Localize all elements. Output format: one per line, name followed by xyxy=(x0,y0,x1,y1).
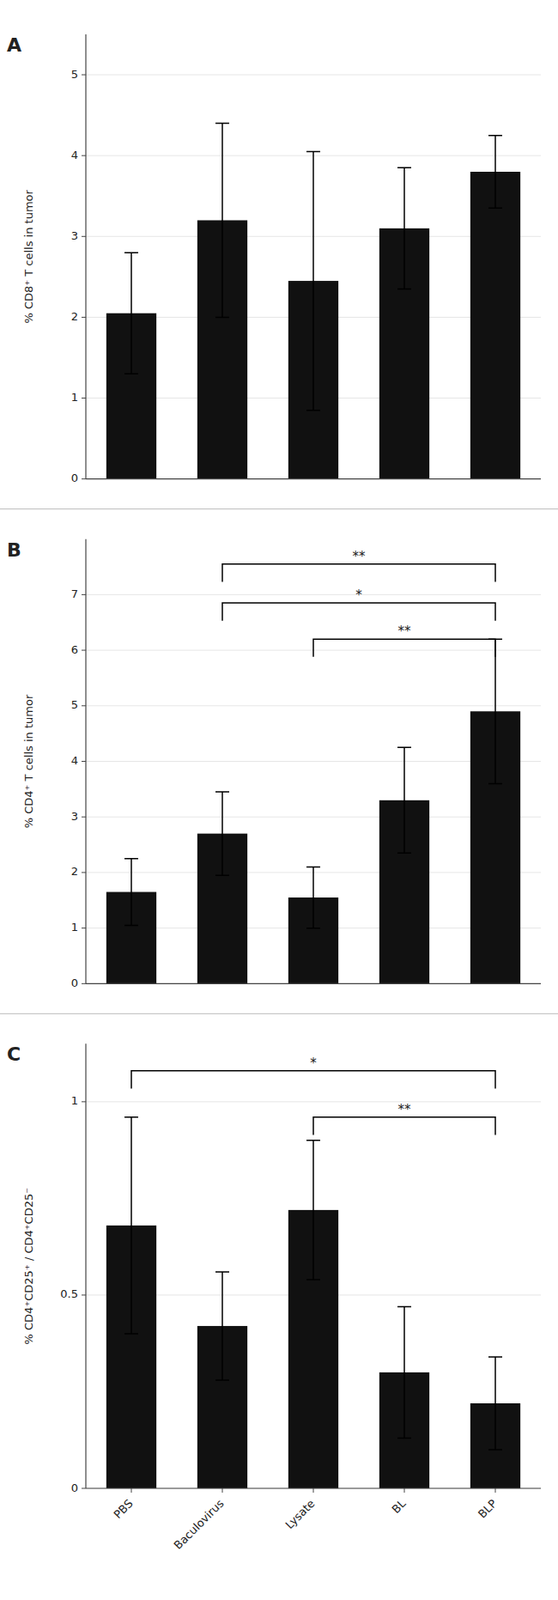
y-tick-label: 3 xyxy=(71,809,79,823)
grid-line xyxy=(85,982,541,984)
y-tick-label: 4 xyxy=(71,148,79,162)
y-tick-label: 2 xyxy=(71,864,79,878)
y-tick-label: 2 xyxy=(71,309,79,323)
error-bar xyxy=(306,151,321,410)
y-axis-label: % CD4⁺CD25⁺ / CD4⁺CD25⁻ xyxy=(22,1187,36,1345)
x-tick-label: Lysate xyxy=(283,1496,318,1531)
y-tick xyxy=(81,927,86,928)
figure: 0 1 2 3 4 5 % CD8⁺ T cells in tumor A 0 1 2 3 4 5 6 7 % … xyxy=(0,0,558,1600)
significance-label: * xyxy=(355,587,363,603)
x-tick-label: BL xyxy=(389,1495,410,1516)
y-tick-label: 3 xyxy=(71,229,79,243)
divider xyxy=(0,1012,558,1014)
panel-label: C xyxy=(6,1043,21,1065)
y-tick xyxy=(81,397,86,399)
y-tick-label: 0.5 xyxy=(60,1286,79,1300)
y-tick xyxy=(81,1100,86,1102)
x-tick xyxy=(313,1487,315,1493)
y-tick-label: 0 xyxy=(71,471,79,485)
y-tick xyxy=(81,316,86,318)
y-tick-label: 0 xyxy=(71,1480,79,1494)
y-axis-label: % CD8⁺ T cells in tumor xyxy=(22,188,36,323)
grid-line xyxy=(85,704,541,706)
significance-bracket xyxy=(222,564,496,583)
panel: 0 0.5 1 PBS Baculovirus Lysate BL BLP % CD4⁺CD25… xyxy=(6,1043,541,1552)
error-bar xyxy=(215,123,230,318)
significance-bracket xyxy=(313,1116,496,1135)
y-tick xyxy=(81,982,86,984)
panel: 01234567% CD4⁺ T cells in tumorB***** xyxy=(6,539,541,989)
y-tick xyxy=(81,704,86,706)
bars xyxy=(106,638,521,983)
significance-bracket xyxy=(222,602,496,621)
significance-label: * xyxy=(309,1055,317,1071)
y-tick xyxy=(81,760,86,762)
error-bar xyxy=(397,167,412,289)
bar xyxy=(470,171,521,480)
y-tick xyxy=(81,594,86,595)
y-tick-label: 4 xyxy=(71,753,79,767)
error-bar xyxy=(124,858,139,926)
y-axis-label: % CD4⁺ T cells in tumor xyxy=(22,693,36,828)
y-tick xyxy=(81,871,86,873)
x-tick xyxy=(404,1487,406,1493)
x-axis xyxy=(85,982,541,984)
y-tick-label: 6 xyxy=(71,642,79,656)
y-tick-label: 5 xyxy=(71,697,79,711)
x-tick-label: PBS xyxy=(110,1496,135,1521)
divider xyxy=(0,508,558,510)
error-bar xyxy=(306,1140,321,1280)
error-bar xyxy=(488,1356,503,1450)
x-axis xyxy=(85,478,541,480)
y-tick xyxy=(81,478,86,480)
panel-label: B xyxy=(6,539,22,561)
panel: 0 1 2 3 4 5 % CD8⁺ T cells in tumor A xyxy=(6,34,541,485)
grid-line xyxy=(85,1100,541,1102)
grid-line xyxy=(85,74,541,76)
error-bar xyxy=(124,1116,139,1334)
bars xyxy=(106,123,521,480)
y-axis xyxy=(84,1043,86,1488)
x-tick xyxy=(222,1487,224,1493)
error-bar xyxy=(306,866,321,928)
y-axis xyxy=(84,539,86,984)
y-tick-label: 1 xyxy=(71,1093,79,1107)
x-tick-label: Baculovirus xyxy=(171,1496,227,1552)
significance-bracket xyxy=(131,1070,496,1089)
y-tick-label: 7 xyxy=(71,587,79,601)
x-tick xyxy=(495,1487,497,1493)
y-tick-label: 1 xyxy=(71,920,79,934)
error-bar xyxy=(488,135,503,209)
significance-bracket xyxy=(313,638,496,657)
error-bar xyxy=(215,791,230,875)
x-tick xyxy=(131,1487,133,1493)
bars xyxy=(106,1116,521,1488)
significance-label: ** xyxy=(398,623,413,639)
x-tick-label: BLP xyxy=(475,1496,500,1521)
y-tick xyxy=(81,74,86,76)
y-tick-label: 5 xyxy=(71,67,79,81)
error-bar xyxy=(215,1271,230,1380)
y-tick-label: 1 xyxy=(71,390,79,404)
y-tick-label: 0 xyxy=(71,976,79,989)
y-tick xyxy=(81,1487,86,1489)
y-tick xyxy=(81,816,86,818)
panel-label: A xyxy=(6,34,22,56)
significance-label: ** xyxy=(352,548,367,565)
grid-line xyxy=(85,478,541,480)
error-bar xyxy=(397,1305,412,1438)
error-bar xyxy=(397,746,412,853)
significance-label: ** xyxy=(398,1101,413,1117)
y-axis xyxy=(84,34,86,480)
error-bar xyxy=(124,252,139,374)
y-tick xyxy=(81,155,86,157)
grid-line xyxy=(85,594,541,595)
y-tick xyxy=(81,1293,86,1295)
error-bar xyxy=(488,638,503,783)
y-tick xyxy=(81,649,86,651)
y-tick xyxy=(81,236,86,237)
